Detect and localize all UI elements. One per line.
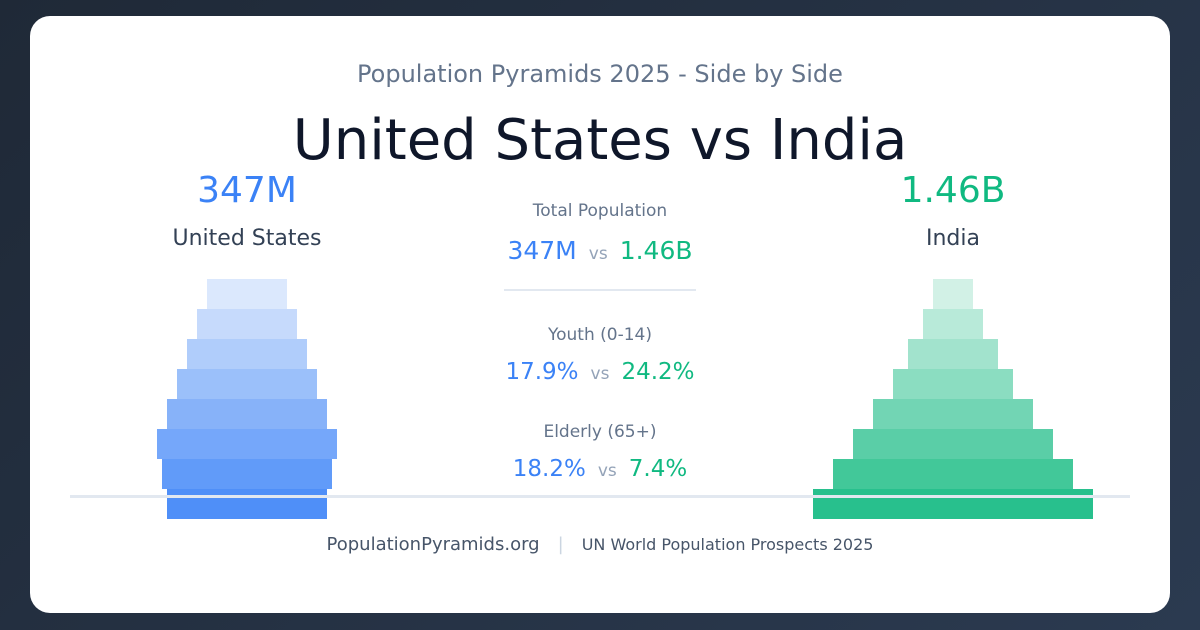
- vs-label: vs: [588, 244, 608, 264]
- footer: PopulationPyramids.org | UN World Populati…: [0, 534, 1200, 555]
- stat-right: 1.46B: [619, 236, 693, 265]
- divider: [504, 289, 696, 291]
- subtitle: Population Pyramids 2025 - Side by Side: [357, 60, 843, 88]
- stat-row-total: 347M vs 1.46B: [450, 236, 750, 265]
- stat-label-total: Total Population: [532, 201, 668, 221]
- footer-source: UN World Population Prospects 2025: [581, 535, 874, 554]
- stat-left: 347M: [507, 236, 577, 265]
- vs-label: vs: [597, 461, 617, 481]
- us-pyramid-bar: [207, 279, 287, 309]
- india-pyramid-bar: [923, 309, 983, 339]
- footer-separator: |: [557, 534, 564, 555]
- us-name: United States: [172, 226, 322, 251]
- vs-label: vs: [590, 364, 610, 384]
- us-pyramid-bar: [197, 309, 297, 339]
- india-name: India: [926, 226, 980, 251]
- india-pyramid-bar: [853, 429, 1053, 459]
- us-total: 347M: [197, 170, 297, 211]
- stat-row-elderly: 18.2% vs 7.4%: [450, 456, 750, 482]
- india-pyramid-bar: [933, 279, 973, 309]
- india-pyramid-bar: [833, 459, 1073, 489]
- us-pyramid-bar: [162, 459, 332, 489]
- stat-left: 18.2%: [512, 456, 586, 482]
- india-pyramid-bar: [908, 339, 998, 369]
- india-pyramid-bar: [873, 399, 1033, 429]
- stat-label-elderly: Elderly (65+): [543, 422, 657, 442]
- baseline: [70, 495, 1130, 498]
- us-pyramid-bar: [187, 339, 307, 369]
- stat-row-youth: 17.9% vs 24.2%: [450, 359, 750, 385]
- stat-right: 7.4%: [628, 456, 688, 482]
- india-total: 1.46B: [900, 170, 1006, 211]
- india-pyramid-bar: [813, 489, 1093, 519]
- us-pyramid-bar: [167, 399, 327, 429]
- stat-right: 24.2%: [621, 359, 695, 385]
- footer-site: PopulationPyramids.org: [326, 534, 540, 555]
- stat-left: 17.9%: [505, 359, 579, 385]
- page-title: United States vs India: [292, 108, 908, 173]
- us-pyramid-bar: [177, 369, 317, 399]
- stat-label-youth: Youth (0-14): [548, 325, 652, 345]
- us-pyramid-bar: [167, 489, 327, 519]
- us-pyramid-bar: [157, 429, 337, 459]
- india-pyramid-bar: [893, 369, 1013, 399]
